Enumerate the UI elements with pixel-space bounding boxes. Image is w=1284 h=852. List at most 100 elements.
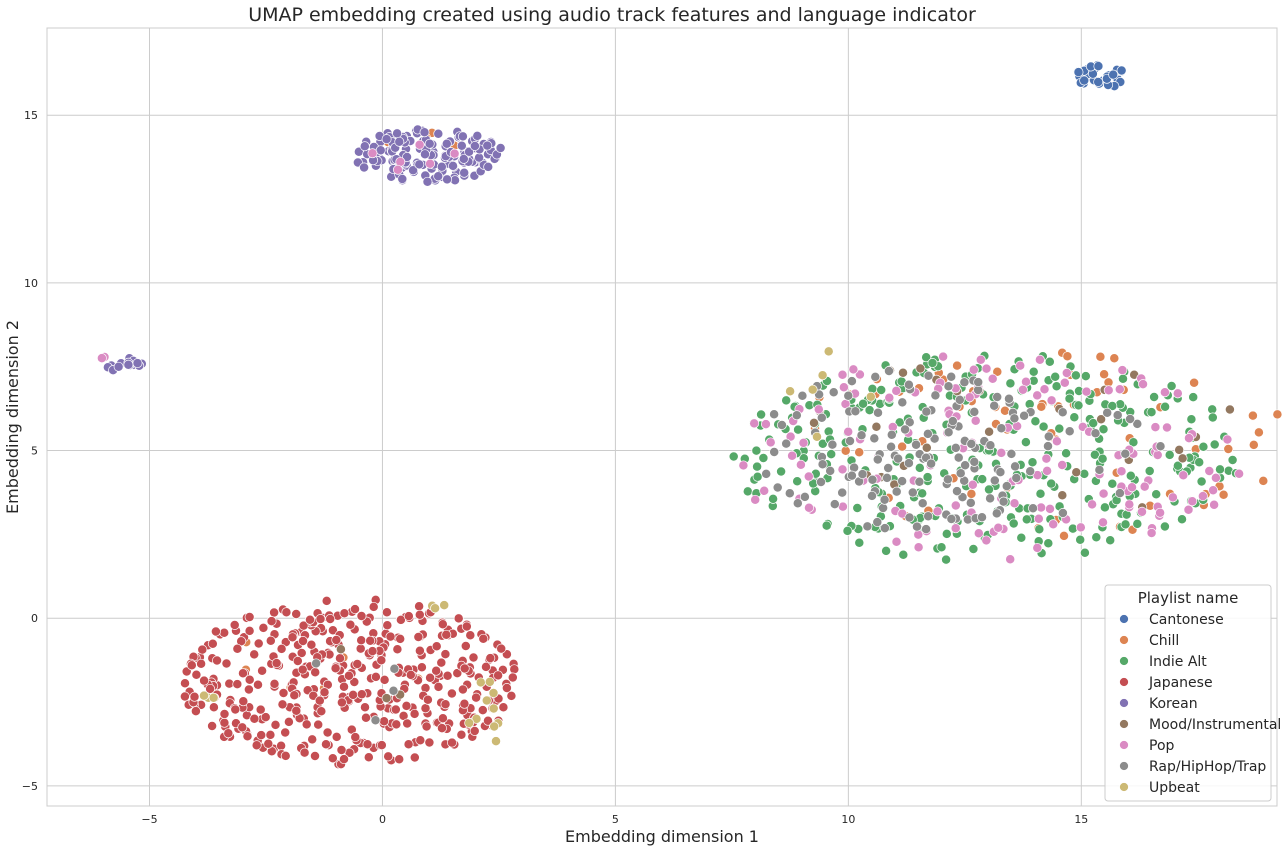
data-point <box>1196 476 1207 487</box>
data-point <box>862 521 873 532</box>
tick-labels: −5 0 5 10 15 −5 0 5 10 15 <box>22 109 1089 826</box>
data-point <box>1099 502 1110 513</box>
data-point <box>276 740 287 751</box>
legend-label: Cantonese <box>1149 612 1224 628</box>
data-point <box>477 705 488 716</box>
data-point <box>1107 401 1118 411</box>
data-point <box>1117 365 1128 376</box>
data-point <box>498 702 509 713</box>
data-point <box>405 669 416 680</box>
data-point <box>348 689 359 700</box>
data-point <box>416 662 427 673</box>
data-point <box>468 652 479 663</box>
data-point <box>456 140 467 151</box>
data-point <box>1057 490 1068 501</box>
data-point <box>829 499 840 510</box>
data-point <box>882 472 892 483</box>
data-point <box>310 751 320 761</box>
data-point <box>787 450 798 461</box>
data-point <box>260 712 271 723</box>
data-point <box>1019 410 1030 421</box>
data-point <box>1081 386 1092 397</box>
data-point <box>964 392 975 403</box>
data-point <box>826 449 837 460</box>
chart-title: UMAP embedding created using audio track… <box>248 4 976 26</box>
data-point <box>1155 507 1166 518</box>
data-point <box>911 439 922 450</box>
data-point <box>1093 61 1104 72</box>
data-point <box>870 371 881 382</box>
data-point <box>1090 428 1101 439</box>
data-point <box>249 713 260 724</box>
data-point <box>871 421 882 432</box>
data-point <box>199 675 210 686</box>
data-point <box>785 431 796 442</box>
data-point <box>867 490 877 501</box>
data-point <box>270 719 281 730</box>
data-point <box>1208 485 1219 496</box>
data-point <box>1248 439 1259 450</box>
data-point <box>936 542 947 553</box>
data-point <box>897 441 908 452</box>
data-point <box>869 433 880 444</box>
data-point <box>475 677 486 688</box>
data-point <box>425 672 436 683</box>
data-point <box>984 484 994 495</box>
data-point <box>457 684 468 695</box>
data-point <box>760 419 771 430</box>
data-point <box>436 161 447 172</box>
data-point <box>921 442 932 453</box>
data-point <box>350 732 361 743</box>
data-point <box>283 716 294 727</box>
data-point <box>923 370 934 381</box>
data-point <box>769 447 780 457</box>
data-point <box>952 360 963 371</box>
data-point <box>1011 473 1022 483</box>
data-point <box>921 406 932 417</box>
data-point <box>989 475 1000 486</box>
data-point <box>365 635 376 646</box>
data-point <box>1167 492 1178 503</box>
data-point <box>208 702 219 713</box>
data-point <box>469 726 480 736</box>
data-point <box>311 658 322 669</box>
data-point <box>813 404 824 415</box>
data-point <box>1075 522 1086 533</box>
data-point <box>984 426 995 437</box>
data-point <box>816 477 826 487</box>
data-point <box>207 721 218 731</box>
data-point <box>402 152 412 162</box>
data-point <box>210 626 221 637</box>
legend-marker <box>1119 698 1129 708</box>
data-point <box>1120 519 1131 530</box>
data-point <box>442 670 453 681</box>
data-point <box>1108 69 1119 80</box>
data-point <box>1127 482 1137 493</box>
data-point <box>973 528 984 539</box>
data-point <box>812 431 822 442</box>
data-point <box>1098 517 1108 528</box>
data-point <box>765 437 776 448</box>
data-point <box>421 721 432 732</box>
data-point <box>453 613 464 624</box>
data-point <box>950 500 961 511</box>
data-point <box>336 697 347 708</box>
legend-marker <box>1119 782 1129 792</box>
data-point <box>891 385 902 396</box>
data-point <box>381 134 392 145</box>
data-point <box>1132 418 1143 429</box>
data-point <box>367 646 378 657</box>
data-point <box>1032 390 1043 401</box>
data-point <box>392 128 403 139</box>
data-point <box>759 485 770 496</box>
data-point <box>1103 385 1114 396</box>
data-point <box>379 716 390 727</box>
data-point <box>1008 518 1019 529</box>
data-point <box>1096 414 1107 425</box>
data-point <box>952 486 962 497</box>
data-point <box>897 476 908 487</box>
data-point <box>966 488 977 499</box>
data-point <box>1209 499 1220 510</box>
data-point <box>1209 439 1220 450</box>
data-point <box>915 363 926 374</box>
